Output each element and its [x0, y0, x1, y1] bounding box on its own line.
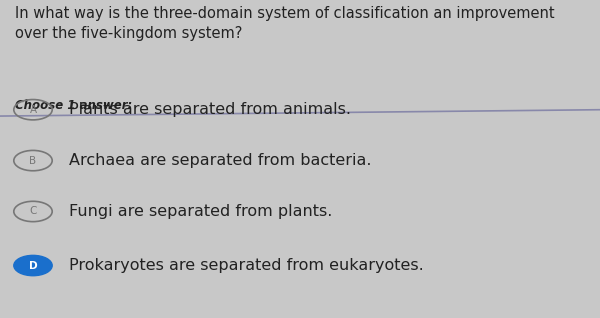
Text: Plants are separated from animals.: Plants are separated from animals. — [69, 102, 351, 117]
Text: B: B — [29, 156, 37, 166]
Circle shape — [14, 255, 52, 276]
Text: A: A — [29, 105, 37, 115]
Text: Archaea are separated from bacteria.: Archaea are separated from bacteria. — [69, 153, 371, 168]
Text: Choose 1 answer:: Choose 1 answer: — [15, 99, 132, 112]
Text: In what way is the three-domain system of classification an improvement
over the: In what way is the three-domain system o… — [15, 6, 554, 41]
Text: D: D — [29, 260, 37, 271]
Text: Prokaryotes are separated from eukaryotes.: Prokaryotes are separated from eukaryote… — [69, 258, 424, 273]
Text: Fungi are separated from plants.: Fungi are separated from plants. — [69, 204, 332, 219]
Text: C: C — [29, 206, 37, 217]
